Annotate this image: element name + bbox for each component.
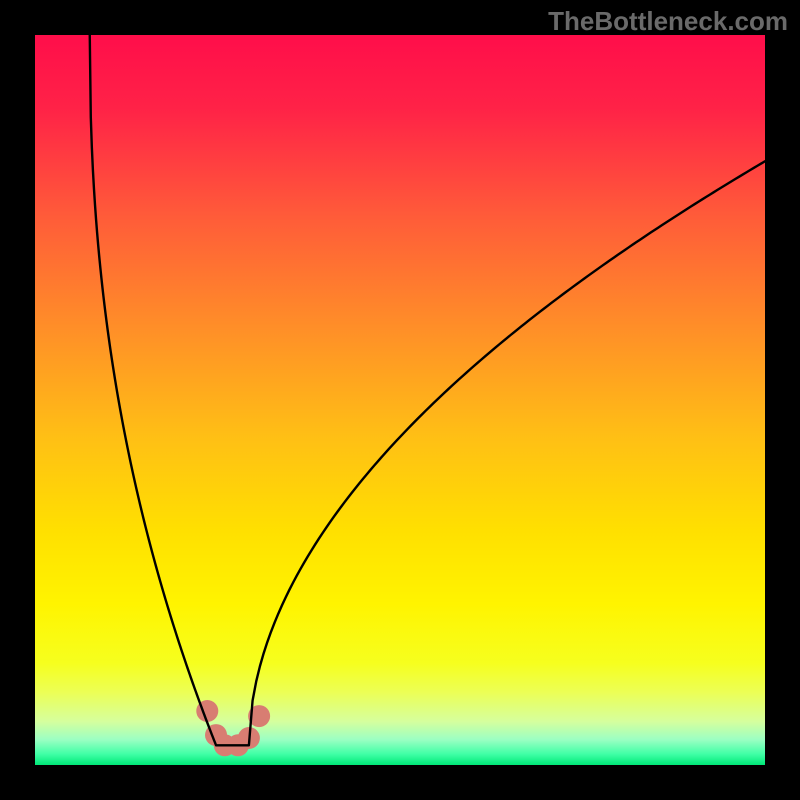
watermark-text: TheBottleneck.com bbox=[548, 6, 788, 37]
plot-area bbox=[35, 35, 765, 765]
gradient-background bbox=[35, 35, 765, 765]
chart-stage: TheBottleneck.com bbox=[0, 0, 800, 800]
